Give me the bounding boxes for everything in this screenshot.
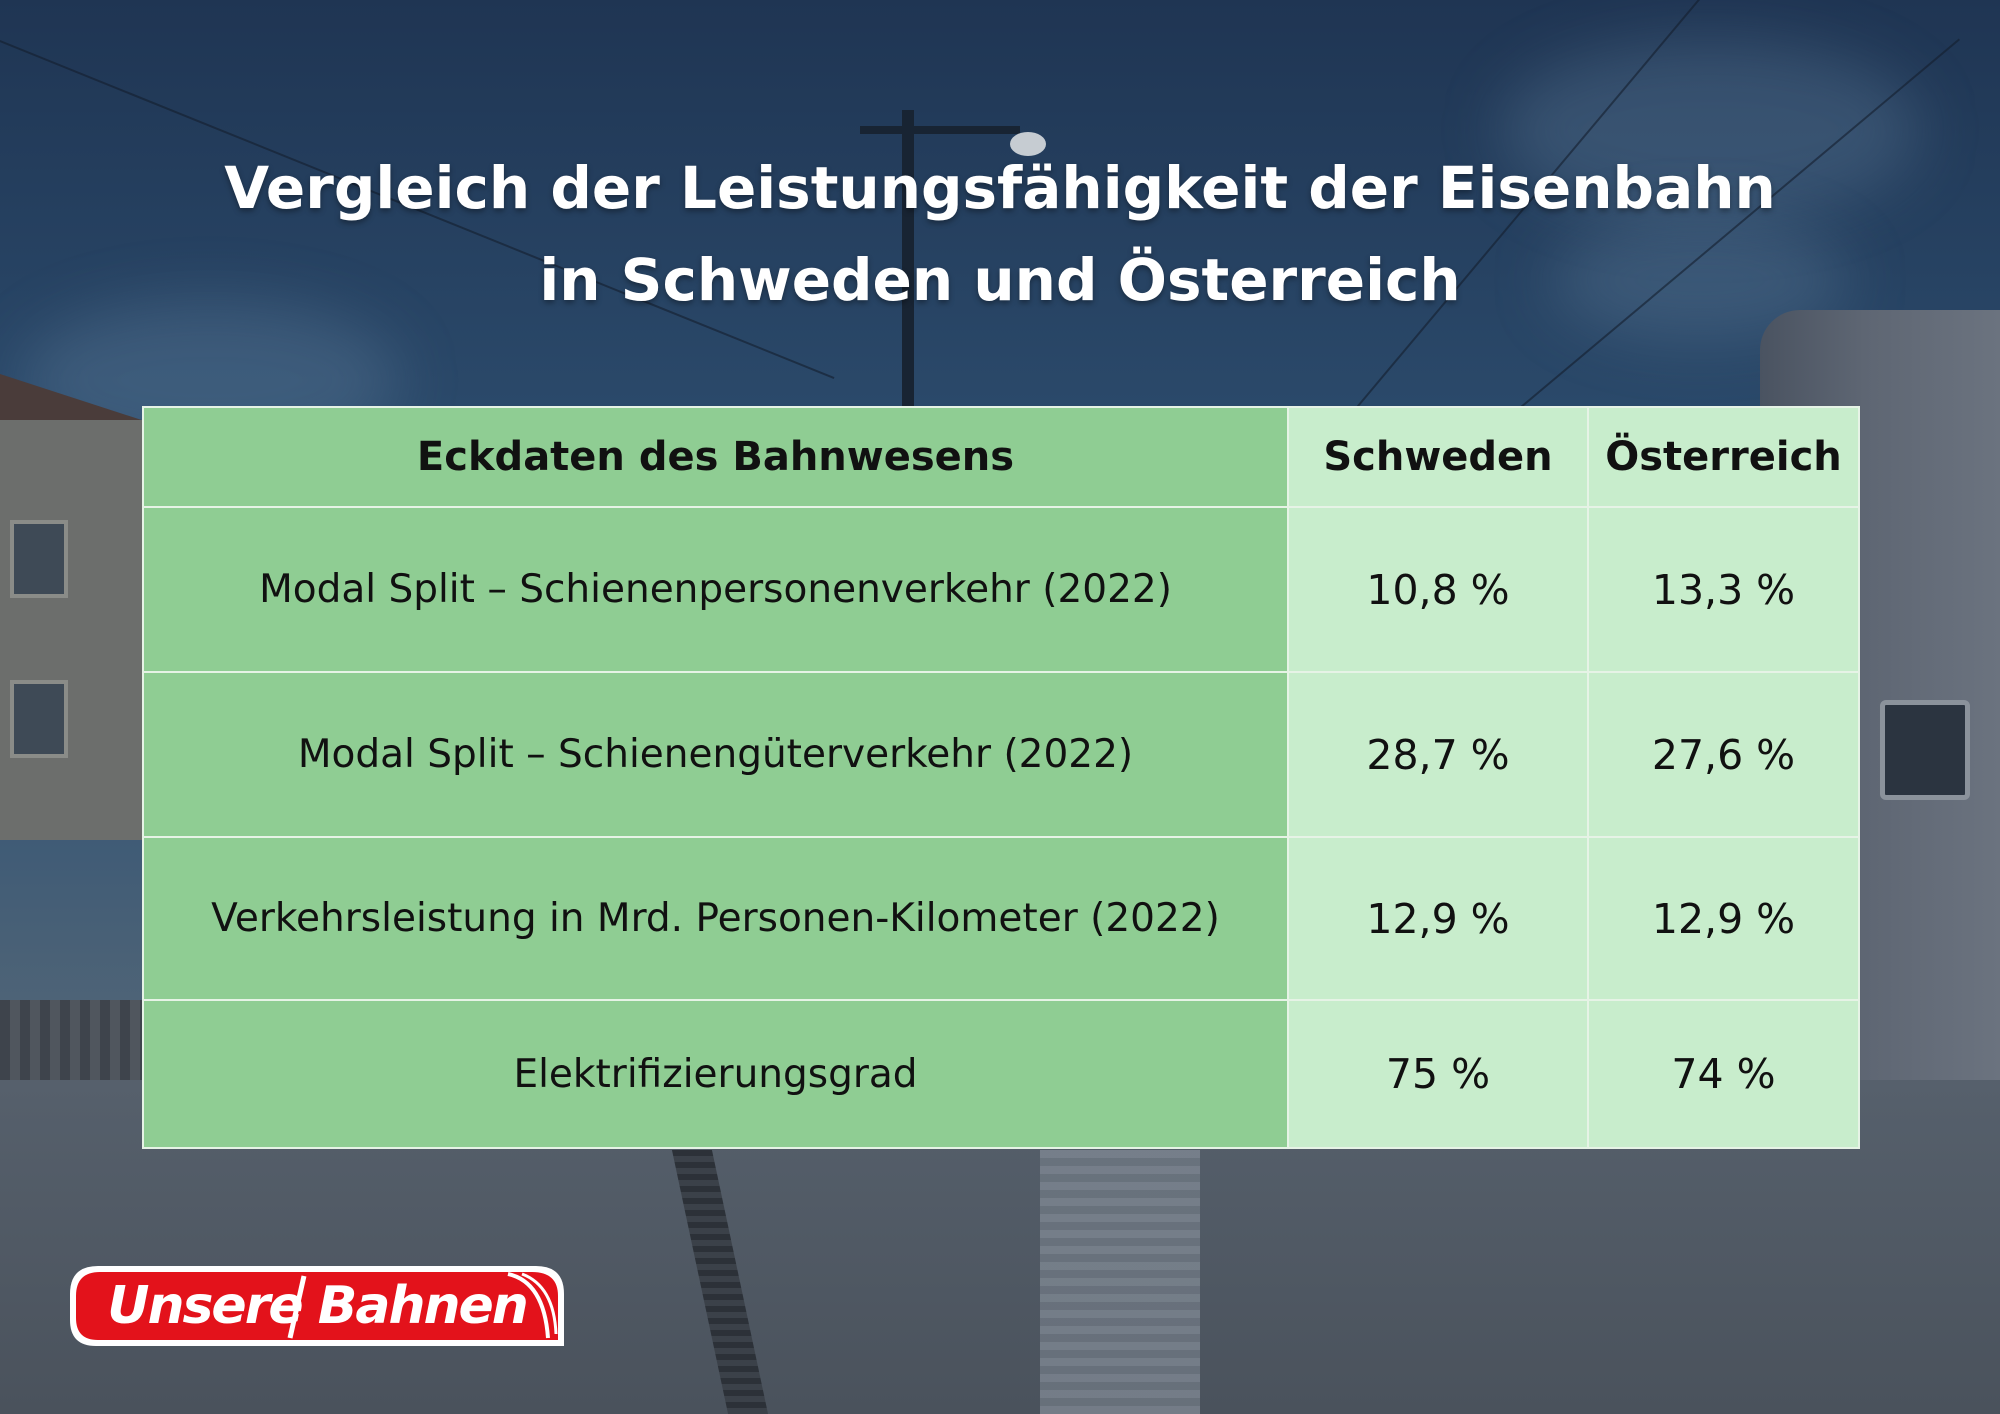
header-oesterreich: Österreich (1587, 406, 1860, 508)
row-value-oesterreich: 13,3 % (1587, 506, 1860, 673)
row-value-schweden: 28,7 % (1287, 671, 1589, 838)
row-value-oesterreich: 27,6 % (1587, 671, 1860, 838)
table-row: Modal Split – Schienenpersonenverkehr (2… (142, 506, 1860, 673)
table-row: Verkehrsleistung in Mrd. Personen-Kilome… (142, 836, 1860, 1001)
row-value-oesterreich: 12,9 % (1587, 836, 1860, 1001)
row-label: Modal Split – Schienengüterverkehr (2022… (142, 671, 1289, 838)
page-title: Vergleich der Leistungsfähigkeit der Eis… (0, 142, 2000, 326)
title-line-2: in Schweden und Österreich (539, 246, 1461, 314)
header-schweden: Schweden (1287, 406, 1589, 508)
row-label: Modal Split – Schienenpersonenverkehr (2… (142, 506, 1289, 673)
comparison-table-grid: Eckdaten des Bahnwesens Schweden Österre… (142, 406, 1860, 1149)
row-value-schweden: 10,8 % (1287, 506, 1589, 673)
row-value-schweden: 75 % (1287, 999, 1589, 1149)
comparison-table: Eckdaten des Bahnwesens Schweden Österre… (142, 406, 1860, 1149)
row-label: Elektrifizierungsgrad (142, 999, 1289, 1149)
table-row: Elektrifizierungsgrad 75 % 74 % (142, 999, 1860, 1149)
table-header-row: Eckdaten des Bahnwesens Schweden Österre… (142, 406, 1860, 508)
title-line-1: Vergleich der Leistungsfähigkeit der Eis… (224, 154, 1776, 222)
unsere-bahnen-logo: Unsere Bahnen (68, 1264, 566, 1348)
row-label: Verkehrsleistung in Mrd. Personen-Kilome… (142, 836, 1289, 1001)
logo-badge-shape (70, 1266, 564, 1346)
logo-text: Unsere Bahnen (107, 1276, 529, 1336)
header-metric: Eckdaten des Bahnwesens (142, 406, 1289, 508)
row-value-schweden: 12,9 % (1287, 836, 1589, 1001)
table-row: Modal Split – Schienengüterverkehr (2022… (142, 671, 1860, 838)
row-value-oesterreich: 74 % (1587, 999, 1860, 1149)
